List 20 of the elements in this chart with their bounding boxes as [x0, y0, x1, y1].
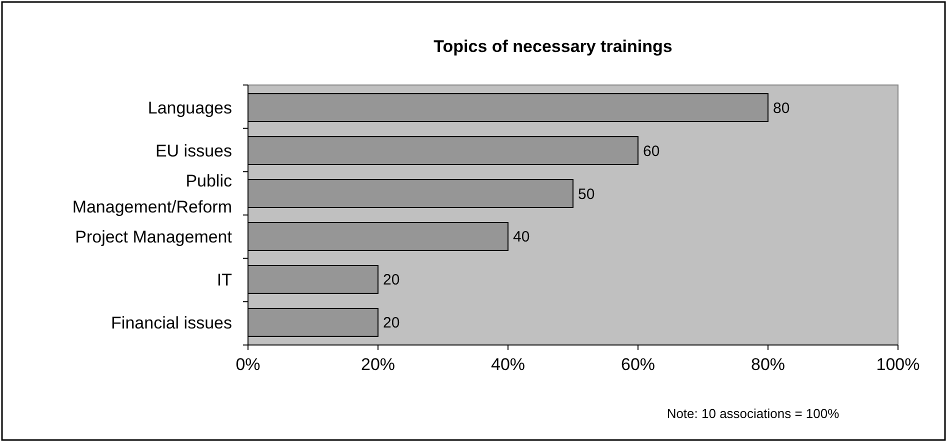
data-label: 50 — [578, 186, 595, 203]
x-tick-label: 0% — [236, 355, 260, 374]
y-tick-label: Financial issues — [111, 313, 232, 332]
text: Note: 10 associations = 100% — [666, 406, 840, 421]
y-tick-label: Languages — [148, 98, 232, 118]
x-tick-label: 60% — [620, 355, 656, 374]
data-label: 60 — [643, 142, 660, 160]
chart-title: Topics of necessary trainings — [434, 37, 672, 56]
data-label: 20 — [383, 314, 400, 332]
data-label: 80 — [773, 100, 790, 117]
y-tick-label: IT — [216, 270, 232, 290]
x-tick-label: 20% — [360, 355, 396, 374]
data-label: 20 — [383, 272, 400, 289]
x-tick-label: 100% — [876, 355, 920, 374]
x-tick-label: 80% — [750, 355, 786, 374]
data-label: 40 — [513, 228, 530, 246]
y-tick-label: Project Management — [75, 227, 232, 246]
y-tick-label: EU issues — [155, 141, 232, 160]
y-tick-label: Public Management/Reform — [72, 171, 232, 216]
x-tick-label: 40% — [490, 355, 526, 374]
